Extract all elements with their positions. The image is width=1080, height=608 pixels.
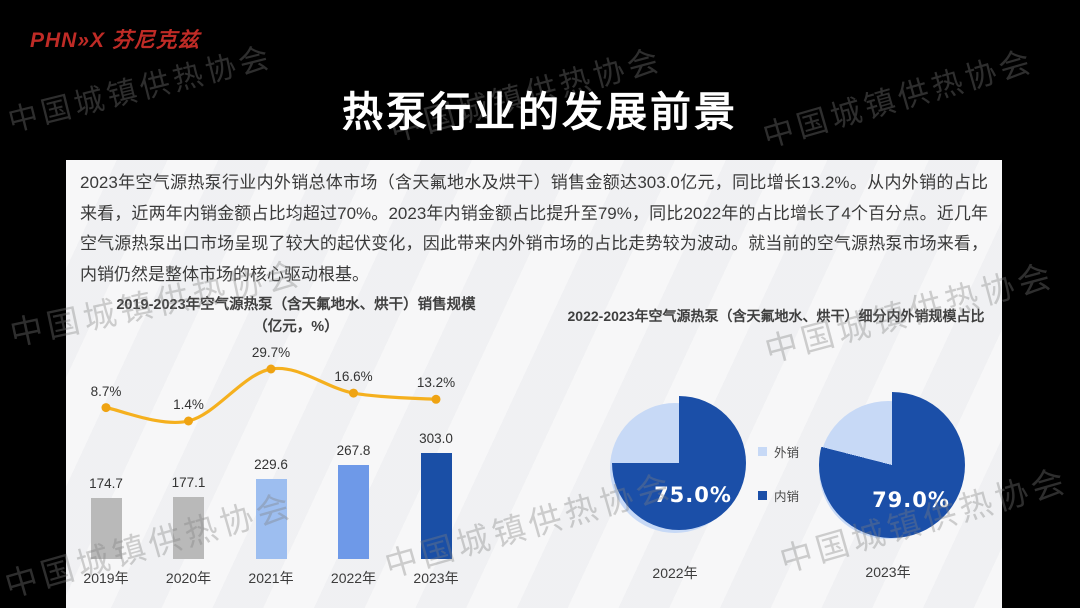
- chart-title-text: 2019-2023年空气源热泵（含天氟地水、烘干）销售规模: [116, 297, 476, 313]
- domestic-swatch-icon: [758, 491, 767, 500]
- pie-2023-value: 79.0%: [872, 488, 950, 512]
- x-axis-label: 2019年: [83, 570, 129, 586]
- page-title: 热泵行业的发展前景: [342, 89, 738, 135]
- x-axis-label: 2020年: [165, 570, 212, 586]
- growth-label: 29.7%: [251, 345, 291, 361]
- pie-2022-domestic-slice: [612, 396, 746, 530]
- pie-2022: 75.0%: [610, 396, 746, 533]
- bar-2023年: [420, 453, 452, 559]
- pie-2023: 79.0%: [819, 392, 965, 539]
- summary-paragraph: 2023年空气源热泵行业内外销总体市场（含天氟地水及烘干）销售金额达303.0亿…: [80, 173, 988, 284]
- legend-item-domestic: 内销: [758, 486, 799, 505]
- pie-2023-domestic-slice: [819, 392, 965, 538]
- bar-value-label: 229.6: [254, 457, 288, 472]
- export-legend-label: 外销: [774, 446, 800, 460]
- bar-2022年: [338, 465, 369, 559]
- bar-2020年: [173, 497, 204, 559]
- domestic-legend-label: 内销: [774, 490, 800, 504]
- pie-2022-label: 2022年: [652, 565, 698, 581]
- bar-value-label: 303.0: [419, 431, 453, 446]
- bar-line-chart-title: 2019-2023年空气源热泵（含天氟地水、烘干）销售规模 （亿元，%）: [106, 294, 486, 338]
- pie-2022-value: 75.0%: [654, 483, 732, 507]
- x-axis-label: 2022年: [330, 570, 377, 586]
- bar-value-label: 174.7: [89, 476, 123, 491]
- x-axis-label: 2021年: [248, 570, 294, 586]
- pie-2023-label: 2023年: [865, 564, 911, 580]
- legend-item-export: 外销: [758, 442, 799, 461]
- bar-value-label: 177.1: [171, 475, 206, 490]
- x-axis-label: 2023年: [413, 570, 459, 586]
- bar-2021年: [255, 479, 287, 559]
- pie-chart-title: 2022-2023年空气源热泵（含天氟地水、烘干）细分内外销规模占比: [567, 308, 985, 324]
- growth-label: 16.6%: [334, 369, 373, 385]
- pie-chart: 2022-2023年空气源热泵（含天氟地水、烘干）细分内外销规模占比 75.0%…: [66, 160, 1002, 608]
- export-swatch-icon: [758, 447, 767, 456]
- growth-label: 1.4%: [173, 397, 204, 413]
- logo: PHN»X 芬尼克兹: [30, 29, 200, 52]
- bar-value-label: 267.8: [336, 443, 371, 458]
- growth-label: 13.2%: [416, 375, 456, 391]
- chart-unit-text: （亿元，%）: [253, 319, 339, 335]
- growth-label: 8.7%: [90, 383, 122, 399]
- bar-2019年: [90, 498, 122, 559]
- content-panel: 2023年空气源热泵行业内外销总体市场（含天氟地水及烘干）销售金额达303.0亿…: [66, 160, 1002, 608]
